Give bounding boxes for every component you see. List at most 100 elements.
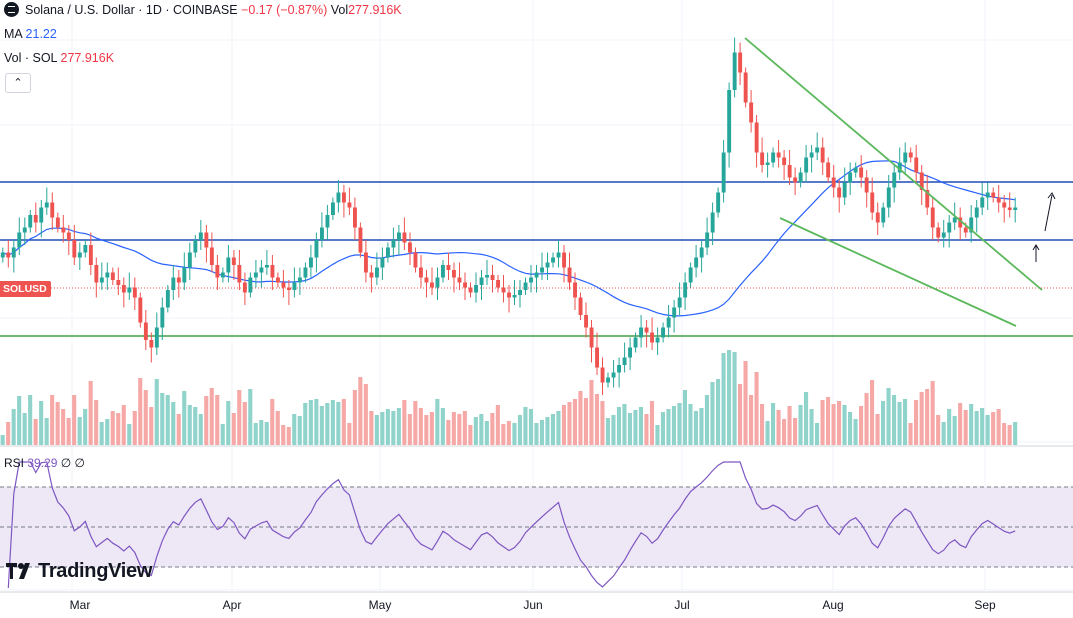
volume-bar	[28, 395, 33, 445]
volume-bar	[341, 399, 346, 445]
volume-bar	[132, 411, 137, 445]
candle-body	[600, 367, 605, 383]
candle-body	[782, 157, 787, 165]
tradingview-logo[interactable]: TradingView	[6, 560, 152, 585]
volume-bar	[55, 402, 60, 445]
volume-bar	[358, 377, 363, 445]
volume-bar	[947, 409, 952, 445]
candle-body	[655, 337, 660, 343]
volume-bar	[187, 405, 192, 445]
candle-body	[11, 247, 16, 258]
volume-bar	[66, 418, 71, 445]
candle-body	[193, 240, 198, 253]
volume-bar	[22, 413, 27, 445]
candle-body	[182, 267, 187, 283]
volume-bar	[253, 423, 258, 445]
candle-body	[551, 257, 555, 263]
candle-body	[66, 232, 71, 240]
candlesticks	[0, 37, 1018, 395]
volume-bar	[413, 401, 418, 445]
candle-body	[699, 247, 704, 258]
volume-bar	[765, 421, 770, 445]
price-change: −0.17 (−0.87%)	[241, 3, 328, 17]
candle-body	[33, 215, 38, 223]
volume-bar	[231, 413, 236, 445]
x-axis-label: Jul	[674, 598, 690, 612]
volume-bar	[220, 424, 225, 445]
symbol-header[interactable]: Solana / U.S. Dollar · 1D · COINBASE −0.…	[4, 2, 402, 17]
candle-body	[578, 297, 583, 315]
volume-bar	[787, 406, 792, 445]
volume-bar	[6, 422, 11, 445]
volume-bars	[0, 350, 1018, 445]
candle-body	[441, 265, 445, 278]
volume-bar	[72, 395, 77, 445]
volume-bar	[892, 395, 897, 445]
volume-bar	[969, 404, 974, 445]
candle-body	[771, 152, 776, 163]
vol-legend[interactable]: Vol · SOL 277.916K	[4, 51, 114, 65]
volume-bar	[831, 404, 836, 445]
candle-body	[72, 240, 77, 258]
volume-bar	[347, 423, 352, 445]
volume-bar	[495, 405, 500, 445]
volume-bar	[286, 427, 291, 445]
candle-body	[375, 267, 379, 278]
collapse-legend-button[interactable]: ⌃	[5, 73, 31, 93]
volume-bar	[33, 419, 38, 445]
volume-bar	[270, 399, 275, 445]
solana-logo-icon	[4, 2, 19, 17]
candle-body	[314, 240, 319, 258]
volume-bar	[380, 412, 385, 445]
volume-bar	[688, 404, 693, 445]
candle-body	[556, 252, 561, 258]
candle-body	[562, 252, 566, 268]
candle-body	[617, 365, 621, 373]
volume-bar	[374, 415, 379, 445]
ma-legend[interactable]: MA 21.22	[4, 27, 57, 41]
candle-body	[1007, 207, 1012, 210]
candle-body	[276, 277, 280, 283]
candle-body	[287, 287, 291, 290]
candle-body	[364, 252, 368, 273]
candle-body	[633, 337, 638, 348]
volume-bar	[903, 399, 908, 445]
volume-bar	[848, 412, 853, 445]
candle-body	[677, 297, 682, 308]
volume-bar	[754, 372, 759, 445]
volume-bar	[600, 401, 605, 445]
volume-bar	[534, 423, 539, 445]
candle-body	[88, 245, 93, 265]
volume-bar	[473, 417, 478, 445]
volume-bar	[941, 422, 946, 445]
candle-body	[611, 372, 616, 378]
volume-bar	[870, 380, 875, 445]
volume-bar	[204, 396, 209, 445]
volume-bar	[209, 388, 214, 445]
volume-bar	[996, 409, 1001, 445]
volume-bar	[352, 390, 357, 445]
volume-bar	[479, 414, 484, 445]
volume-bar	[88, 381, 93, 445]
candle-body	[969, 217, 974, 233]
x-axis-label: Mar	[69, 598, 91, 612]
volume-bar	[193, 407, 198, 445]
candle-body	[523, 282, 528, 290]
rsi-legend[interactable]: RSI 39.29 ∅ ∅	[4, 456, 85, 470]
candle-body	[209, 247, 214, 265]
volume-bar	[440, 408, 445, 445]
candle-body	[930, 207, 935, 228]
upper-trendline	[744, 37, 1043, 291]
candle-body	[143, 322, 148, 340]
volume-bar	[308, 400, 313, 445]
candle-body	[980, 197, 985, 208]
candle-body	[892, 172, 897, 188]
volume-bar	[50, 395, 55, 445]
candle-body	[589, 327, 594, 348]
volume-bar	[616, 407, 621, 445]
candle-body	[694, 257, 699, 268]
candle-body	[171, 277, 176, 290]
volume-bar	[963, 410, 968, 445]
candle-body	[996, 197, 1001, 203]
